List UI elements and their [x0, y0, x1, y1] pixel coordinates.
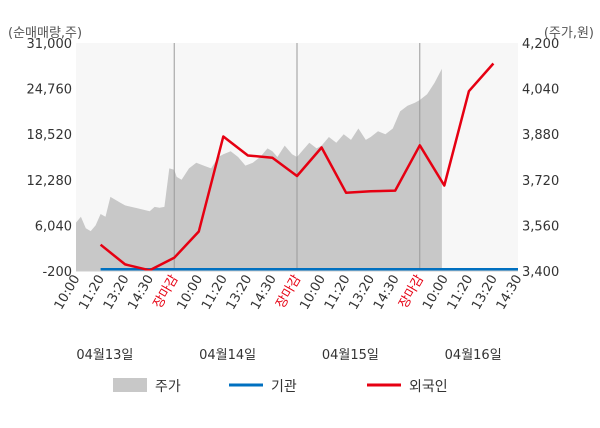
left-tick-label: 18,520 — [27, 128, 73, 143]
institution-legend-label: 기관 — [271, 379, 297, 395]
right-tick-label: 4,040 — [522, 83, 559, 98]
right-tick-label: 3,400 — [522, 265, 559, 280]
date-label: 04월15일 — [322, 348, 379, 363]
date-labels: 04월13일 04월14일 04월15일 04월16일 — [76, 348, 501, 363]
x-tick-label: 14:30 — [125, 273, 157, 313]
x-tick-label: 14:30 — [494, 273, 526, 313]
foreigner-line — [99, 62, 495, 272]
price-legend-label: 주가 — [155, 379, 181, 395]
price-legend-swatch — [113, 378, 147, 392]
x-tick-label: 14:30 — [371, 273, 403, 313]
x-axis-ticks: 10:0011:2013:2014:30장마감10:0011:2013:2014… — [52, 272, 526, 312]
x-tick-label: 14:30 — [248, 273, 280, 313]
series-lines — [99, 62, 518, 272]
left-tick-label: 31,000 — [27, 37, 73, 52]
right-tick-label: 3,560 — [522, 219, 559, 234]
plot-area — [76, 43, 518, 272]
legend: 주가 기관 외국인 — [113, 378, 448, 395]
right-tick-label: 3,880 — [522, 128, 559, 143]
right-tick-label: 3,720 — [522, 174, 559, 189]
right-axis-unit-label: (주가,원) — [544, 26, 594, 41]
left-tick-label: 6,040 — [35, 219, 72, 234]
left-tick-label: -200 — [42, 265, 72, 280]
right-tick-label: 4,200 — [522, 37, 559, 52]
date-label: 04월13일 — [76, 348, 133, 363]
price-area-layer — [76, 68, 442, 271]
left-axis-ticks: 31,000 24,760 18,520 12,280 6,040 -200 — [27, 37, 73, 280]
right-axis-ticks: 4,200 4,040 3,880 3,720 3,560 3,400 — [522, 37, 559, 280]
day-separator-lines — [173, 43, 421, 271]
left-axis-unit-label: (순매매량,주) — [8, 26, 82, 41]
date-label: 04월16일 — [445, 348, 502, 363]
date-label: 04월14일 — [199, 348, 256, 363]
foreigner-legend-label: 외국인 — [409, 379, 448, 395]
price-area — [76, 68, 442, 271]
left-tick-label: 24,760 — [27, 83, 73, 98]
left-tick-label: 12,280 — [27, 174, 73, 189]
